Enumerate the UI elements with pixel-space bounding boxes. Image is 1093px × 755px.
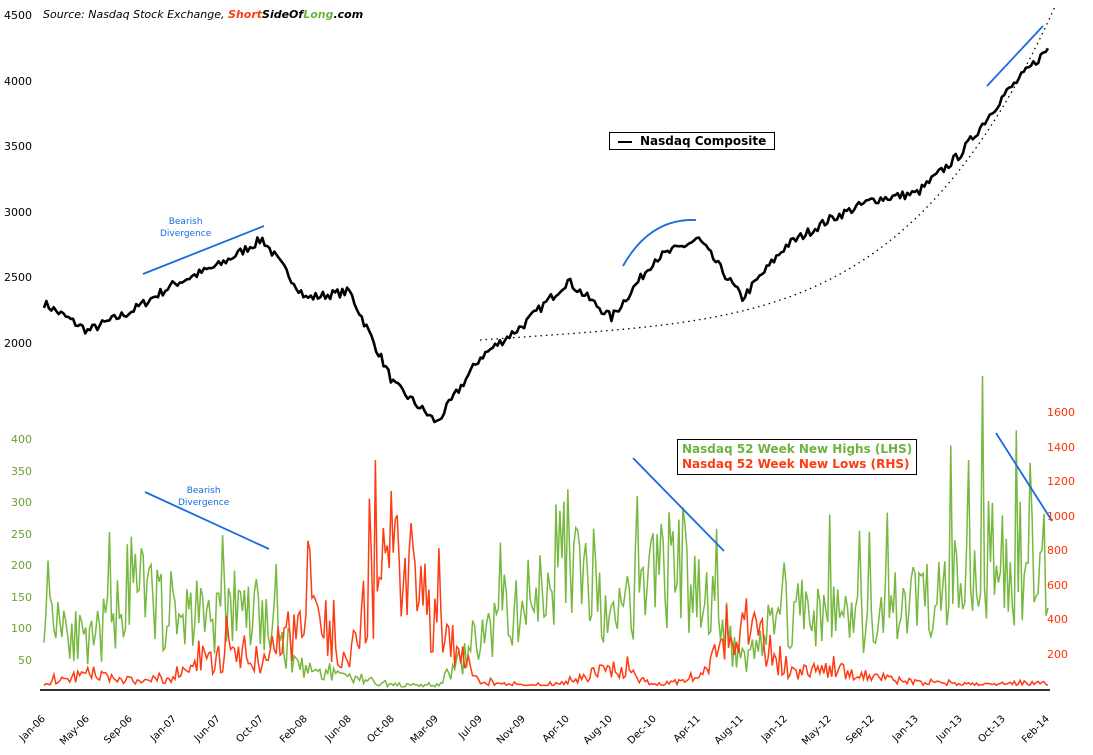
- composite-legend-swatch: [618, 140, 632, 143]
- composite-y-tick: 2500: [4, 271, 32, 285]
- lows-y-tick: 800: [1047, 544, 1068, 558]
- 2014-highs-trendline: [995, 432, 1053, 522]
- lows-y-tick: 1000: [1047, 509, 1075, 523]
- lows-y-tick: 600: [1047, 578, 1068, 592]
- composite-y-tick: 2000: [4, 337, 32, 350]
- source-prefix: Source: Nasdaq Stock Exchange,: [43, 8, 229, 21]
- brand-suffix: .com: [333, 8, 364, 21]
- highs-y-tick: 100: [11, 622, 32, 636]
- bottom-divergence-annotation: Bearish Divergence: [178, 485, 229, 509]
- brand-side: SideOf: [262, 8, 304, 21]
- highs-y-tick: 300: [11, 496, 32, 510]
- highs-y-tick: 350: [11, 464, 32, 478]
- 2010-2011-highs-trendline: [632, 457, 725, 552]
- lows-legend-label: Nasdaq 52 Week New Lows (RHS): [682, 457, 910, 471]
- new-highs-series-line: [43, 375, 1049, 689]
- nasdaq-composite-series-line: [42, 47, 1050, 424]
- lows-y-tick: 400: [1047, 613, 1068, 627]
- top-annotation-line2: Divergence: [160, 229, 212, 239]
- lows-y-tick: 1200: [1047, 475, 1075, 489]
- new-lows-series-line: [43, 460, 1049, 687]
- composite-y-tick: 3500: [4, 140, 32, 154]
- highs-y-tick: 250: [11, 527, 32, 541]
- top-divergence-trendline: [142, 225, 265, 275]
- brand-short: Short: [228, 8, 263, 21]
- highs-legend-label: Nasdaq 52 Week New Highs (LHS): [682, 442, 913, 456]
- highs-lows-legend: Nasdaq 52 Week New Highs (LHS) Nasdaq 52…: [677, 439, 918, 475]
- parabolic-support-curve: [479, 4, 1057, 341]
- composite-y-tick: 4000: [4, 74, 32, 88]
- top-annotation-line1: Bearish: [168, 217, 203, 227]
- brand-long: Long: [303, 8, 334, 21]
- composite-legend-label: Nasdaq Composite: [640, 134, 767, 148]
- top-divergence-annotation: Bearish Divergence: [160, 216, 211, 240]
- highs-y-tick: 400: [11, 433, 32, 446]
- highs-y-tick: 50: [18, 654, 32, 667]
- composite-y-tick: 3000: [4, 205, 32, 219]
- bottom-annotation-line2: Divergence: [178, 498, 230, 508]
- late-2013-trendline: [986, 25, 1044, 87]
- lows-y-tick: 1400: [1047, 440, 1075, 454]
- composite-y-tick: 4500: [4, 9, 32, 22]
- bottom-annotation-line1: Bearish: [186, 486, 221, 496]
- composite-legend: Nasdaq Composite: [609, 132, 776, 150]
- bottom-divergence-trendline: [144, 491, 270, 550]
- source-credit: Source: Nasdaq Stock Exchange, ShortSide…: [43, 8, 363, 21]
- highs-y-tick: 150: [11, 590, 32, 604]
- chart-canvas: [40, 4, 1057, 691]
- lows-y-tick: 200: [1047, 648, 1068, 661]
- lows-y-tick: 1600: [1047, 406, 1075, 419]
- rounding-top-arc: [622, 219, 697, 267]
- highs-y-tick: 200: [11, 559, 32, 573]
